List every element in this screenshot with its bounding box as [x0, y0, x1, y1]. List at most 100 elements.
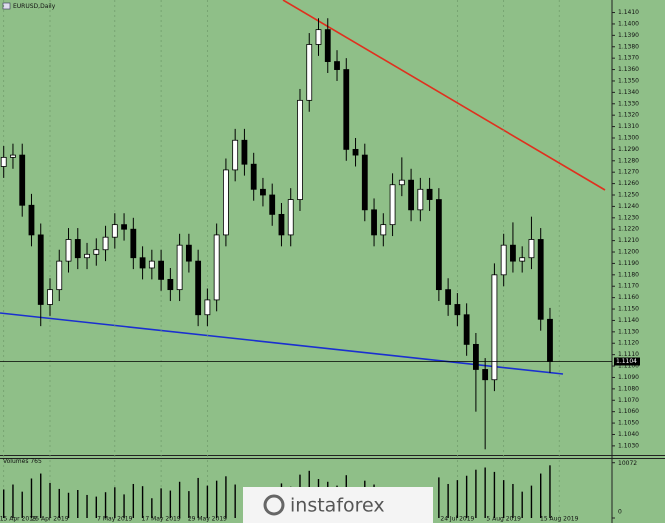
- candle-body: [547, 318, 553, 362]
- y-tick-label: 1.1320: [618, 112, 639, 119]
- candle-body: [343, 69, 350, 150]
- candle-body: [241, 139, 248, 165]
- candle-body: [260, 188, 266, 196]
- y-tick-label: 1.1160: [618, 294, 639, 301]
- y-tick-label: 1.1300: [618, 134, 639, 141]
- current-price-label: 1.1104: [616, 358, 637, 365]
- candle-body: [454, 304, 461, 316]
- x-tick-label: 15 Apr 2019: [0, 516, 37, 523]
- y-tick-label: 1.1270: [618, 169, 639, 176]
- candle-body: [84, 253, 90, 259]
- candle-body: [93, 249, 100, 255]
- candle-body: [398, 179, 405, 186]
- candle-body: [472, 343, 479, 370]
- y-tick-label: 1.1110: [618, 351, 639, 358]
- candle-body: [491, 274, 498, 381]
- y-tick-label: 1.1130: [618, 328, 639, 335]
- candle-body: [176, 244, 183, 291]
- candle-body: [500, 244, 507, 276]
- x-tick-label: 24 Jul 2019: [440, 516, 474, 523]
- y-tick-label: 1.1390: [618, 32, 639, 39]
- candle-body: [102, 236, 109, 251]
- y-tick-label: 1.1210: [618, 237, 639, 244]
- candle-body: [269, 194, 276, 215]
- x-tick-label: 17 May 2019: [142, 516, 181, 523]
- candle-body: [121, 224, 127, 230]
- resistance-trendline: [282, 0, 606, 191]
- y-tick-label: 1.1360: [618, 66, 639, 73]
- y-tick-label: 1.1280: [618, 157, 639, 164]
- y-tick-label: 1.1090: [618, 374, 639, 381]
- candle-body: [463, 314, 470, 345]
- y-tick-label: 1.1350: [618, 77, 639, 84]
- y-tick-label: 1.1410: [618, 9, 639, 16]
- candle-body: [426, 188, 433, 200]
- y-tick-label: 1.1260: [618, 180, 639, 187]
- y-tick-label: 1.1120: [618, 340, 639, 347]
- y-tick-label: 1.1290: [618, 146, 639, 153]
- x-tick-label: 7 May 2019: [97, 516, 132, 523]
- candle-body: [148, 260, 155, 269]
- y-tick-label: 1.1400: [618, 20, 639, 27]
- candle-body: [130, 228, 137, 259]
- candle-body: [223, 169, 229, 236]
- x-tick-label: 15 Aug 2019: [540, 516, 579, 523]
- candle-body: [167, 278, 174, 291]
- y-tick-label: 1.1310: [618, 123, 639, 130]
- candle-body: [10, 154, 16, 158]
- chart-title: EURUSD,Daily: [13, 3, 56, 10]
- y-tick-label: 1.1030: [618, 442, 639, 449]
- candle-body: [315, 29, 322, 45]
- candle-body: [28, 204, 35, 236]
- y-tick-label: 1.1080: [618, 385, 639, 392]
- candle-body: [519, 257, 526, 262]
- y-tick-label: 1.1050: [618, 420, 639, 427]
- y-tick-label: 1.1170: [618, 283, 639, 290]
- candle-body: [74, 239, 81, 259]
- candle-body: [371, 209, 377, 236]
- y-tick-label: 1.1070: [618, 397, 639, 404]
- y-tick-label: 1.1180: [618, 271, 639, 278]
- candle-body: [435, 199, 442, 291]
- symbol-icon: [2, 2, 11, 10]
- candle-body: [278, 213, 285, 236]
- x-tick-label: 25 Apr 2019: [31, 516, 68, 523]
- y-tick-label: 1.1200: [618, 249, 639, 256]
- candle-body: [232, 139, 239, 171]
- candle-body: [306, 44, 313, 101]
- candle-body: [297, 99, 303, 200]
- candle-body: [185, 244, 192, 262]
- candle-body: [65, 239, 72, 262]
- candle-body: [510, 244, 516, 262]
- y-tick-label: 1.1370: [618, 55, 639, 62]
- y-tick-label: 1.1240: [618, 203, 639, 210]
- x-tick-label: 5 Aug 2019: [486, 516, 521, 523]
- candle-body: [389, 184, 396, 226]
- y-tick-label: 1.1150: [618, 306, 639, 313]
- y-tick-label: 1.1380: [618, 43, 639, 50]
- candle-body: [445, 289, 452, 305]
- candle-body: [213, 234, 220, 301]
- y-tick-label: 1.1330: [618, 100, 639, 107]
- volume-tick-label: 10072: [618, 460, 637, 467]
- candle-body: [195, 260, 202, 316]
- candle-body: [56, 260, 63, 291]
- y-tick-label: 1.1250: [618, 192, 639, 199]
- watermark-box: [243, 487, 433, 523]
- candle-body: [408, 179, 414, 211]
- candle-body: [250, 163, 257, 190]
- candle-body: [204, 299, 211, 316]
- candle-body: [537, 239, 544, 320]
- candle-body: [37, 234, 44, 305]
- y-tick-label: 1.1040: [618, 431, 639, 438]
- candle-body: [47, 289, 53, 305]
- candle-body: [528, 239, 535, 259]
- candle-body: [361, 154, 368, 211]
- candle-body: [0, 156, 7, 167]
- watermark-icon: [263, 494, 285, 516]
- candle-body: [380, 224, 387, 236]
- candle-body: [417, 188, 424, 211]
